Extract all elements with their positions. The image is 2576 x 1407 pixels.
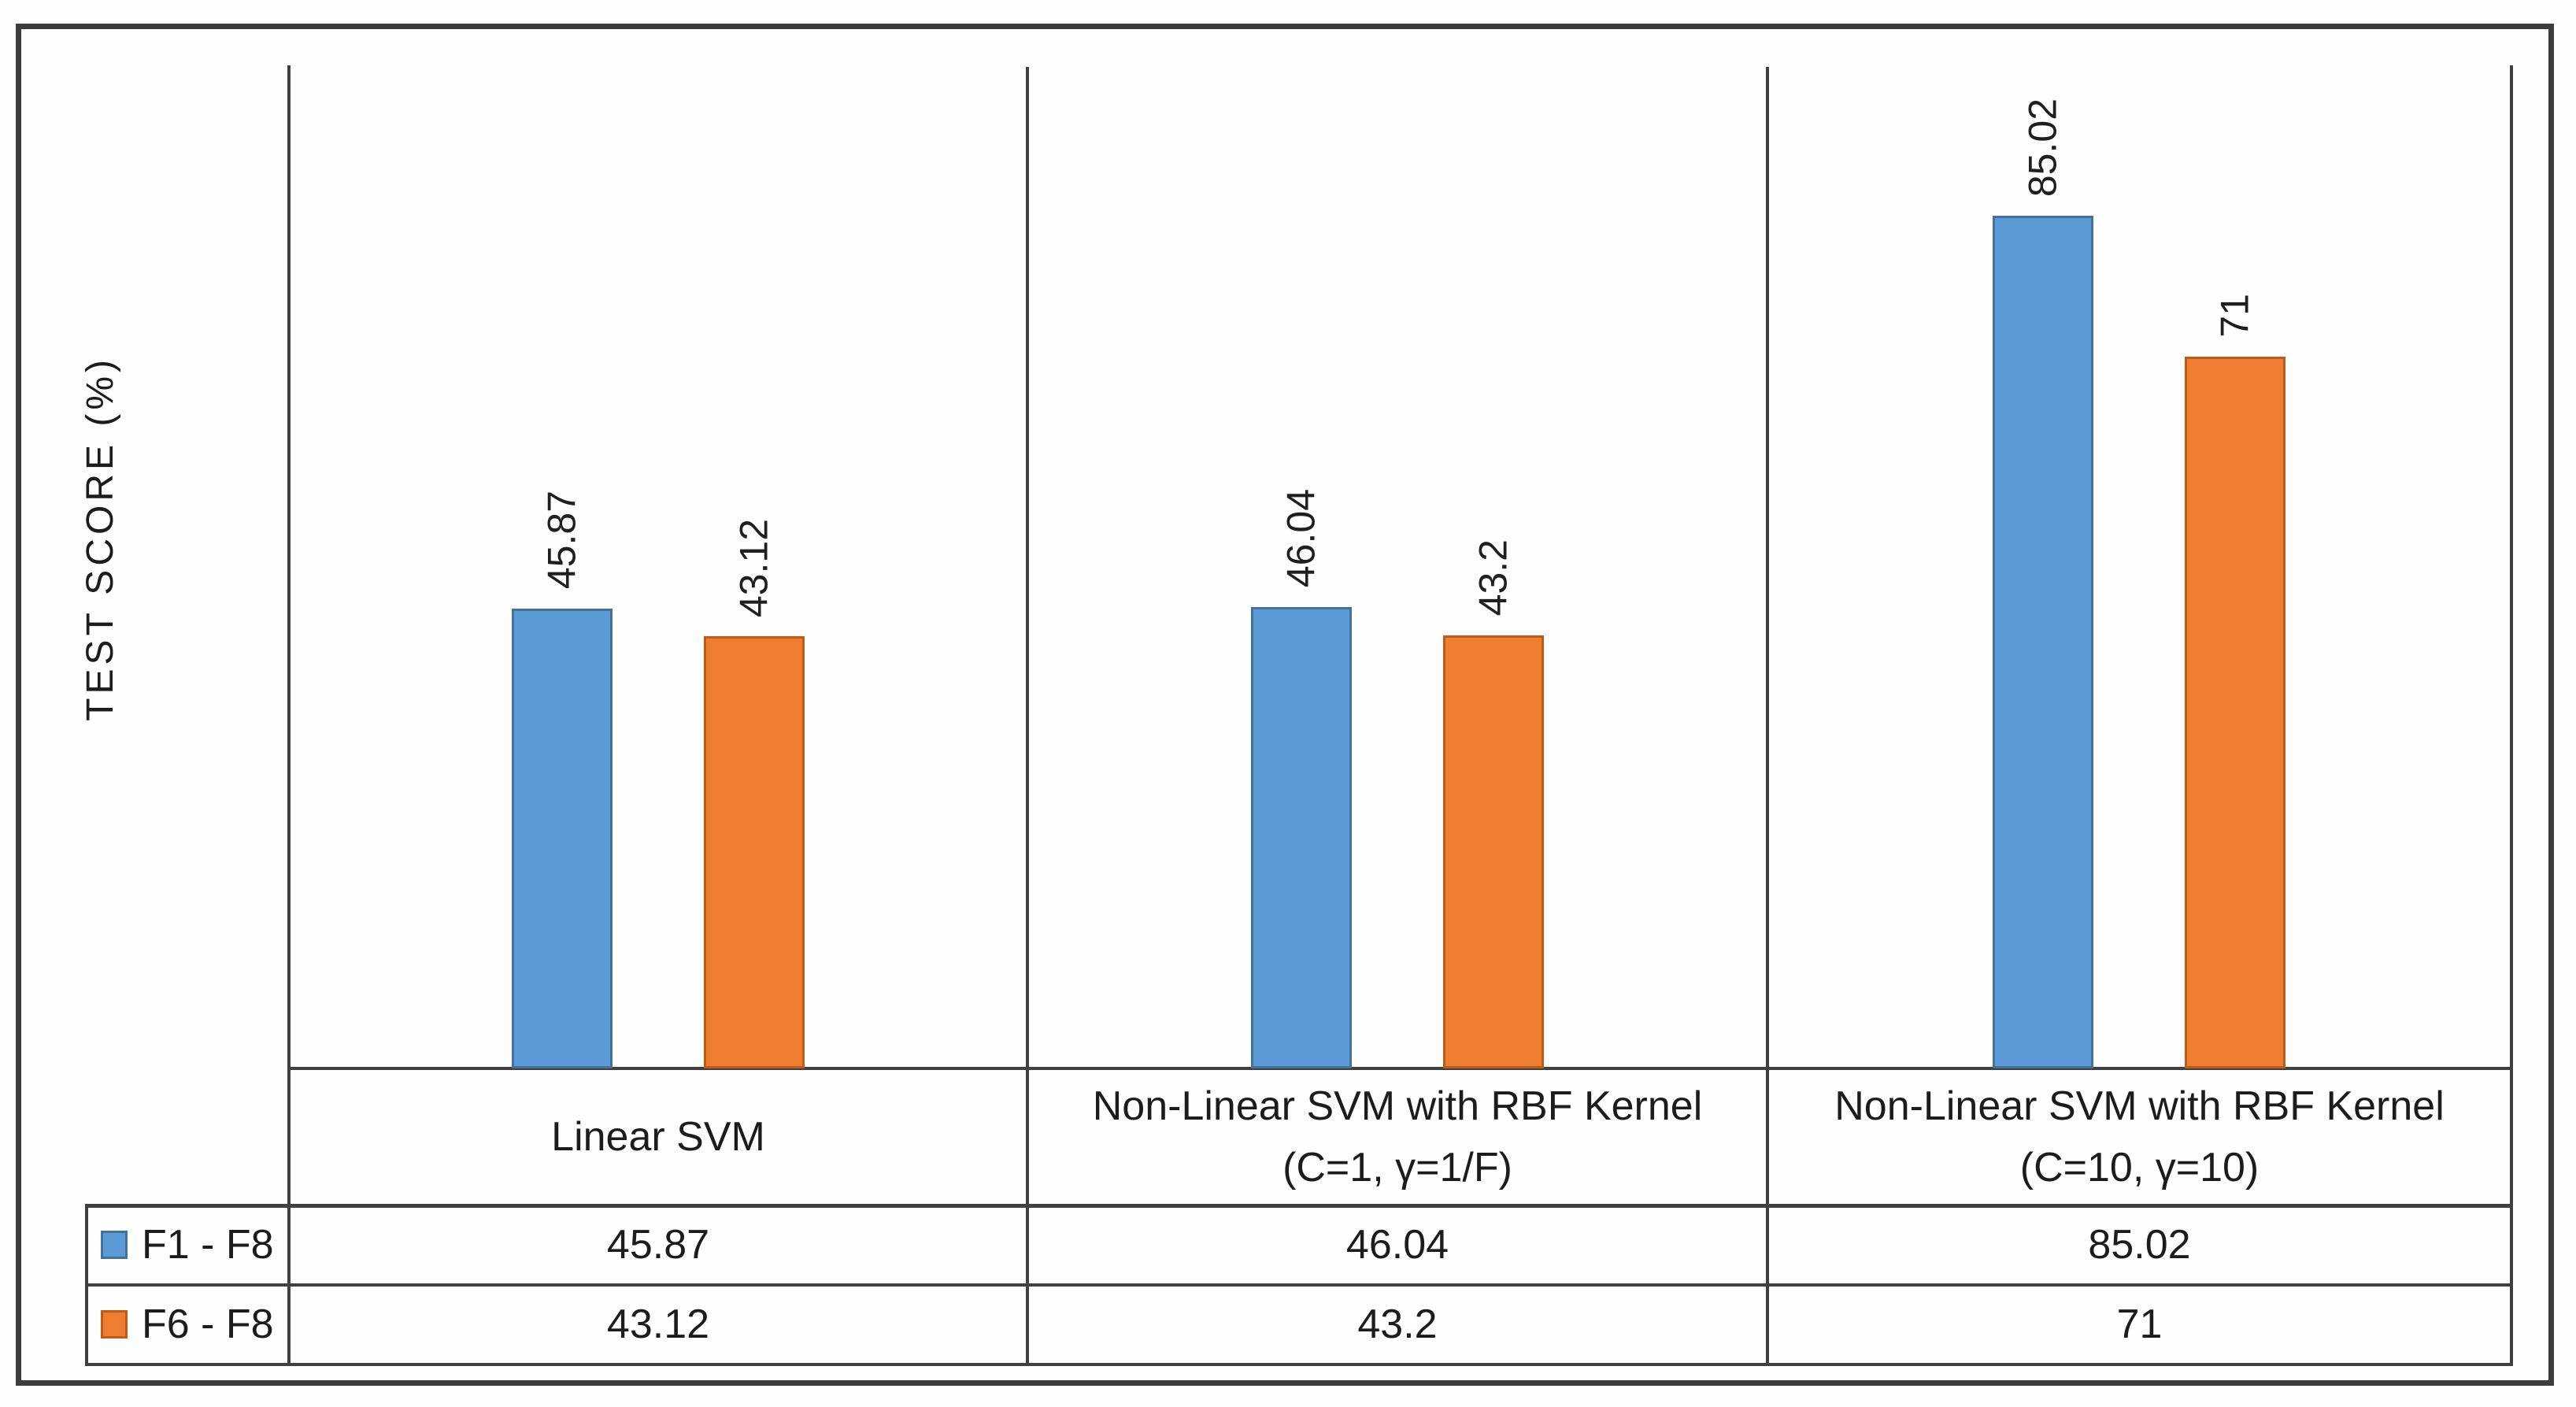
category-divider-2 <box>1766 67 1769 1364</box>
category-divider-1 <box>1026 67 1029 1364</box>
bar-group-linear-svm-f6-f8: 43.12 <box>704 519 805 1068</box>
bar-group-rbf-c10-f6-f8: 71 <box>2185 294 2285 1068</box>
category-label-line: Non-Linear SVM with RBF Kernel <box>1092 1083 1703 1129</box>
bar-group-rbf-c1-f6-f8: 43.2 <box>1443 539 1544 1068</box>
table-value-f6-f8-rbf-c1: 43.2 <box>1357 1301 1438 1347</box>
category-header-rbf-c10: Non-Linear SVM with RBF Kernel (C=10, γ=… <box>1769 1072 2510 1202</box>
plot-area: 45.87 43.12 46.04 43.2 85.02 71 <box>289 65 2511 1068</box>
table-row-divider-1 <box>85 1204 2513 1208</box>
table-value-f1-f8-rbf-c1: 46.04 <box>1345 1222 1449 1268</box>
x-axis-baseline <box>287 1067 2513 1070</box>
bar-rect-f6-f8 <box>1443 635 1544 1068</box>
category-label-line: Non-Linear SVM with RBF Kernel <box>1834 1083 2445 1129</box>
table-value-f1-f8-rbf-c10: 85.02 <box>2088 1222 2191 1268</box>
y-axis-label: TEST SCORE (%) <box>80 356 121 721</box>
bar-rect-f6-f8 <box>704 635 805 1068</box>
category-label-line: (C=10, γ=10) <box>2019 1144 2260 1190</box>
plot-right-border <box>2510 65 2513 1364</box>
bar-rect-f6-f8 <box>2185 356 2285 1068</box>
outer-frame <box>16 24 2554 1386</box>
category-label-line: Linear SVM <box>551 1113 765 1160</box>
bar-value-label: 71 <box>2212 293 2257 338</box>
bar-group-rbf-c10-f1-f8: 85.02 <box>1993 98 2093 1068</box>
legend-item-f1-f8: F1 - F8 <box>88 1208 287 1282</box>
legend-label: F6 - F8 <box>142 1301 274 1347</box>
table-value-f6-f8-rbf-c10: 71 <box>2116 1301 2163 1347</box>
category-header-linear-svm: Linear SVM <box>291 1072 1026 1202</box>
bar-value-label: 45.87 <box>539 491 584 590</box>
table-value-f6-f8-linear: 43.12 <box>606 1301 710 1347</box>
bar-rect-f1-f8 <box>1251 606 1352 1068</box>
y-axis-line <box>287 65 291 1364</box>
table-value-f1-f8-linear: 45.87 <box>606 1222 710 1268</box>
bar-rect-f1-f8 <box>1993 215 2093 1068</box>
table-bottom-border <box>85 1363 2513 1366</box>
table-row-divider-2 <box>85 1283 2513 1287</box>
bar-value-label: 85.02 <box>2020 98 2065 197</box>
category-label-line: (C=1, γ=1/F) <box>1282 1144 1512 1190</box>
bar-group-rbf-c1-f1-f8: 46.04 <box>1251 489 1352 1068</box>
bar-group-linear-svm-f1-f8: 45.87 <box>512 491 613 1068</box>
bar-rect-f1-f8 <box>512 608 613 1068</box>
legend-swatch-icon <box>101 1231 128 1259</box>
legend-label: F1 - F8 <box>142 1222 274 1268</box>
category-header-rbf-c1: Non-Linear SVM with RBF Kernel (C=1, γ=1… <box>1029 1072 1766 1202</box>
bar-value-label: 43.2 <box>1471 539 1516 616</box>
legend-item-f6-f8: F6 - F8 <box>88 1287 287 1361</box>
bar-value-label: 43.12 <box>731 518 776 617</box>
bar-value-label: 46.04 <box>1279 489 1323 588</box>
legend-swatch-icon <box>101 1309 128 1339</box>
